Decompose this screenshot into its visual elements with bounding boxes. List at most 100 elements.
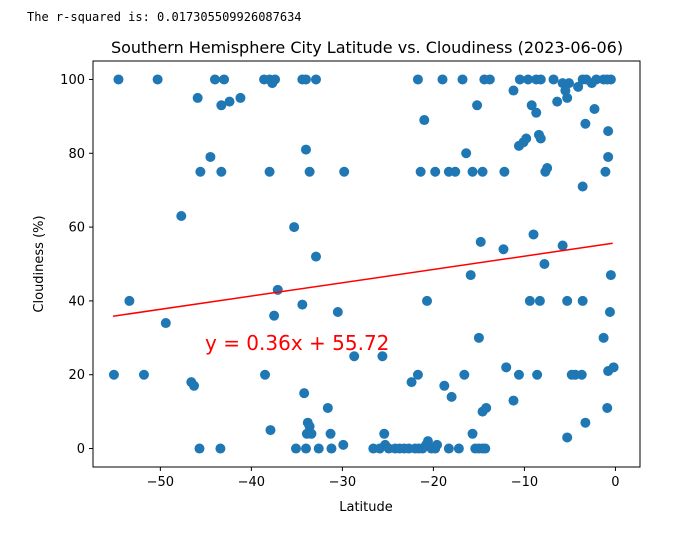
data-point xyxy=(216,100,227,111)
data-point xyxy=(138,369,149,380)
data-point xyxy=(439,380,450,391)
data-point xyxy=(524,295,535,306)
data-point xyxy=(124,295,135,306)
data-point xyxy=(113,74,124,85)
data-point xyxy=(450,166,461,177)
data-point xyxy=(589,103,600,114)
data-point xyxy=(176,211,187,222)
r-squared-output: The r-squared is: 0.017305509926087634 xyxy=(27,10,302,24)
data-point xyxy=(508,395,519,406)
data-point xyxy=(557,240,568,251)
y-tick-label: 20 xyxy=(68,368,85,383)
data-point xyxy=(189,380,200,391)
y-tick-label: 100 xyxy=(60,73,85,88)
data-point xyxy=(602,402,613,413)
data-point xyxy=(205,151,216,162)
data-point xyxy=(534,295,545,306)
data-point xyxy=(608,362,619,373)
data-point xyxy=(304,166,315,177)
data-point xyxy=(576,369,587,380)
data-point xyxy=(290,443,301,454)
data-point xyxy=(310,251,321,262)
data-point xyxy=(532,369,543,380)
data-point xyxy=(577,295,588,306)
data-point xyxy=(523,74,534,85)
data-point xyxy=(419,115,430,126)
data-point xyxy=(498,244,509,255)
data-point xyxy=(269,310,280,321)
y-tick-label: 40 xyxy=(68,294,85,309)
data-point xyxy=(513,369,524,380)
data-point xyxy=(289,222,300,233)
data-point xyxy=(422,436,433,447)
data-point xyxy=(562,295,573,306)
data-point xyxy=(300,74,311,85)
data-point xyxy=(501,362,512,373)
data-point xyxy=(603,126,614,137)
data-point xyxy=(306,428,317,439)
data-point xyxy=(160,318,171,329)
data-point xyxy=(598,332,609,343)
data-point xyxy=(313,443,324,454)
data-point xyxy=(338,439,349,450)
data-point xyxy=(560,85,571,96)
data-point xyxy=(415,166,426,177)
x-tick-label: 0 xyxy=(611,475,619,490)
data-point xyxy=(339,166,350,177)
data-point xyxy=(152,74,163,85)
x-axis-label: Latitude xyxy=(339,500,393,515)
data-point xyxy=(209,74,220,85)
data-point xyxy=(539,259,550,269)
data-point xyxy=(535,74,546,85)
data-point xyxy=(573,81,584,92)
data-point xyxy=(322,402,333,413)
data-point xyxy=(325,428,336,439)
data-point xyxy=(192,92,203,103)
regression-line-group xyxy=(112,242,613,317)
data-point xyxy=(580,118,591,129)
data-point xyxy=(453,443,464,454)
chart-title: Southern Hemisphere City Latitude vs. Cl… xyxy=(111,38,623,57)
data-point xyxy=(484,74,495,85)
x-tick-label: −30 xyxy=(329,475,356,490)
data-point xyxy=(499,166,510,177)
regression-line xyxy=(112,242,613,317)
data-point xyxy=(297,299,308,310)
data-point xyxy=(195,166,206,177)
y-tick-label: 0 xyxy=(77,442,85,457)
data-point xyxy=(531,107,542,118)
data-point xyxy=(446,391,457,402)
data-point xyxy=(219,74,230,85)
data-point xyxy=(457,74,468,85)
data-point xyxy=(542,163,553,174)
data-point xyxy=(603,151,614,162)
data-point xyxy=(310,74,321,85)
y-tick-label: 60 xyxy=(68,221,85,236)
data-point xyxy=(235,92,246,103)
data-point xyxy=(430,166,441,177)
data-point xyxy=(224,96,235,107)
data-point xyxy=(605,74,616,85)
data-point xyxy=(108,369,119,380)
data-point xyxy=(260,369,271,380)
x-tick-label: −40 xyxy=(238,475,265,490)
x-axis-ticks: −50 −40 −30 −20 −10 0 xyxy=(147,467,620,490)
data-point xyxy=(265,425,276,436)
data-point xyxy=(377,351,388,362)
data-point xyxy=(481,402,492,413)
data-point xyxy=(514,74,525,85)
y-axis-ticks: 0 20 40 60 80 100 xyxy=(60,73,93,457)
regression-equation: y = 0.36x + 55.72 xyxy=(205,331,389,355)
x-tick-label: −50 xyxy=(147,475,174,490)
data-point xyxy=(443,443,454,454)
data-point xyxy=(379,428,390,439)
data-point xyxy=(406,377,417,388)
data-point xyxy=(300,144,311,155)
scatter-points xyxy=(108,74,619,454)
data-point xyxy=(548,74,559,85)
data-point xyxy=(475,236,486,247)
data-point xyxy=(562,432,573,443)
data-point xyxy=(521,133,532,144)
y-tick-label: 80 xyxy=(68,147,85,162)
